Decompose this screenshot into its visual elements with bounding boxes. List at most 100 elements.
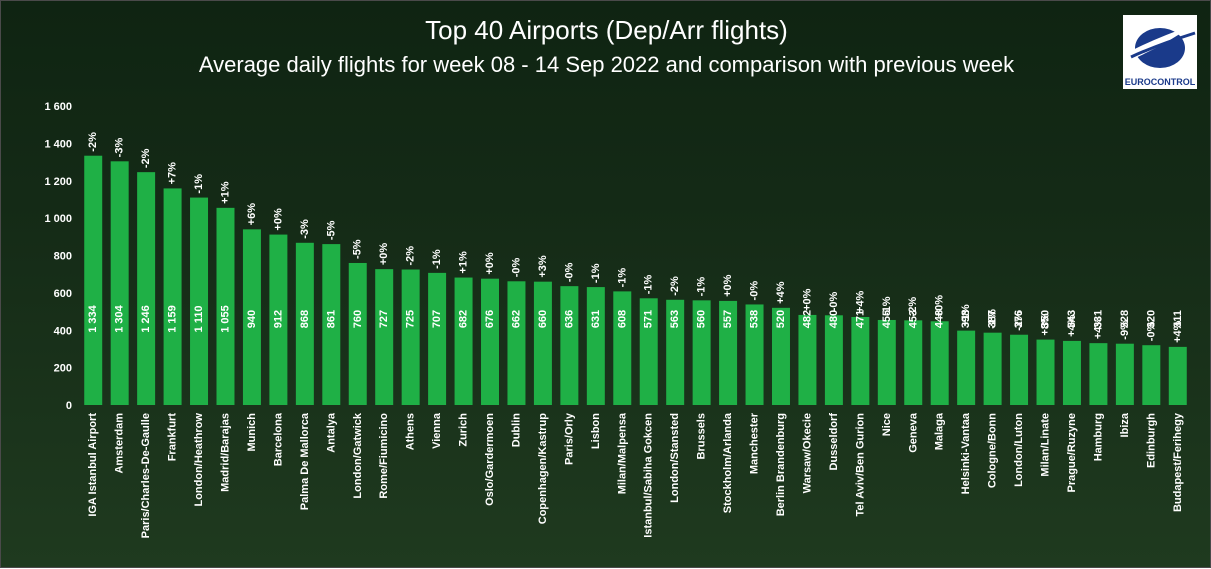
bar-change-label: +6% (246, 203, 258, 226)
y-tick-label: 1 200 (44, 176, 72, 188)
bar (719, 300, 738, 405)
bar (507, 281, 526, 405)
x-tick-label: Nice (881, 413, 893, 436)
bar (84, 155, 103, 405)
bar-value-label: 662 (510, 310, 522, 328)
bar-value-label: 376 (1013, 310, 1025, 328)
bar (824, 315, 843, 405)
bar-change-label: +0% (934, 295, 946, 318)
bar-series: 1 334 -2% 1 304 -3% 1 246 -2% 1 159 +7% 1 110 -1%… (84, 132, 1187, 405)
x-tick-label: Dusseldorf (828, 413, 840, 471)
eurocontrol-logo: EUROCONTROL (1123, 15, 1197, 89)
bar-change-label: +8% (1040, 313, 1052, 336)
bar-value-label: 725 (405, 310, 417, 328)
y-tick-label: 400 (54, 325, 72, 337)
y-tick-label: 0 (66, 400, 72, 412)
bar (613, 291, 632, 405)
bar-change-label: -1% (431, 249, 443, 269)
x-tick-label: Barcelona (272, 412, 284, 466)
bar (242, 229, 261, 405)
x-tick-label: London/Gatwick (352, 412, 364, 498)
bar-change-label: -0% (510, 258, 522, 278)
bar-change-label: +4% (1172, 320, 1184, 343)
bar-change-label: +0% (801, 288, 813, 311)
bar-change-label: -1% (696, 277, 708, 297)
bar (1115, 343, 1134, 405)
bar (375, 269, 394, 405)
bar (1168, 346, 1187, 405)
bar-value-label: 538 (749, 310, 761, 328)
bar-change-label: -1% (987, 309, 999, 329)
bar (692, 300, 711, 405)
bar-change-label: -2% (669, 276, 681, 296)
bar-change-label: +1% (458, 251, 470, 274)
bar-change-label: +4% (1092, 317, 1104, 340)
bar-value-label: 320 (1145, 310, 1157, 328)
bar-value-label: 343 (1066, 310, 1078, 328)
x-tick-label: Ibiza (1119, 412, 1131, 437)
x-tick-label: Geneva (907, 412, 919, 453)
x-tick-label: Zurich (458, 413, 470, 447)
bar-value-label: 311 (1172, 310, 1184, 328)
bar-value-label: 940 (246, 310, 258, 328)
x-tick-label: Tel Aviv/Ben Gurion (854, 413, 866, 517)
bar (1010, 334, 1029, 405)
bar-value-label: 398 (960, 310, 972, 328)
bar-change-label: +1% (960, 304, 972, 327)
bar-change-label: +3% (537, 255, 549, 278)
bar-value-label: 448 (934, 310, 946, 328)
x-tick-label: Edinburgh (1145, 413, 1157, 468)
bar-change-label: -3% (114, 138, 126, 158)
bar (560, 286, 579, 405)
bar-value-label: 455 (881, 310, 893, 328)
bar-value-label: 760 (352, 310, 364, 328)
bar-change-label: -5% (325, 220, 337, 240)
x-tick-label: Warsaw/Okecie (801, 413, 813, 493)
bar (904, 320, 923, 405)
bar (930, 321, 949, 405)
bar-value-label: 520 (775, 310, 787, 328)
x-tick-label: Hamburg (1092, 413, 1104, 461)
chart-subtitle: Average daily flights for week 08 - 14 S… (198, 52, 1015, 77)
bar-value-label: 912 (272, 310, 284, 328)
x-tick-label: Copenhagen/Kastrup (537, 413, 549, 525)
bar-change-label: -0% (828, 292, 840, 312)
bar (798, 314, 817, 405)
x-tick-label: Malaga (934, 412, 946, 450)
y-axis: 0 200 400 600 800 1 000 1 200 1 400 1 600 (44, 101, 72, 412)
bar-change-label: +1% (219, 181, 231, 204)
bar-change-label: -1% (881, 296, 893, 316)
bar-change-label: -1% (193, 174, 205, 194)
bar (666, 299, 685, 405)
x-tick-label: London/Luton (1013, 413, 1025, 487)
bar (454, 277, 473, 405)
x-axis-labels: IGA Istanbul Airport Amsterdam Paris/Charl… (87, 412, 1184, 538)
bar-value-label: 1 304 (114, 304, 126, 332)
bar-value-label: 471 (854, 310, 866, 328)
bar-value-label: 660 (537, 310, 549, 328)
bar-change-label: -2% (405, 246, 417, 266)
bar-value-label: 861 (325, 310, 337, 328)
bar-change-label: +7% (167, 162, 179, 185)
x-tick-label: Frankfurt (167, 413, 179, 462)
x-tick-label: Amsterdam (114, 413, 126, 474)
x-tick-label: Istanbul/Sabiha Gokcen (643, 413, 655, 538)
bar-change-label: -0% (563, 262, 575, 282)
x-tick-label: Madrid/Barajas (219, 413, 231, 492)
bar (163, 188, 182, 405)
bar (586, 287, 605, 405)
bar-change-label: -0% (1145, 321, 1157, 341)
x-tick-label: Palma De Mallorca (299, 412, 311, 510)
bar-value-label: 608 (616, 310, 628, 328)
bar (983, 332, 1002, 405)
bar-value-label: 682 (458, 310, 470, 328)
x-tick-label: Rome/Fiumicino (378, 413, 390, 499)
bar-value-label: 868 (299, 310, 311, 328)
bar (348, 262, 367, 405)
bar-change-label: +0% (722, 274, 734, 297)
x-tick-label: Oslo/Gardermoen (484, 413, 496, 506)
bar (295, 242, 314, 405)
bar (533, 281, 552, 405)
bar-value-label: 1 055 (219, 305, 231, 333)
